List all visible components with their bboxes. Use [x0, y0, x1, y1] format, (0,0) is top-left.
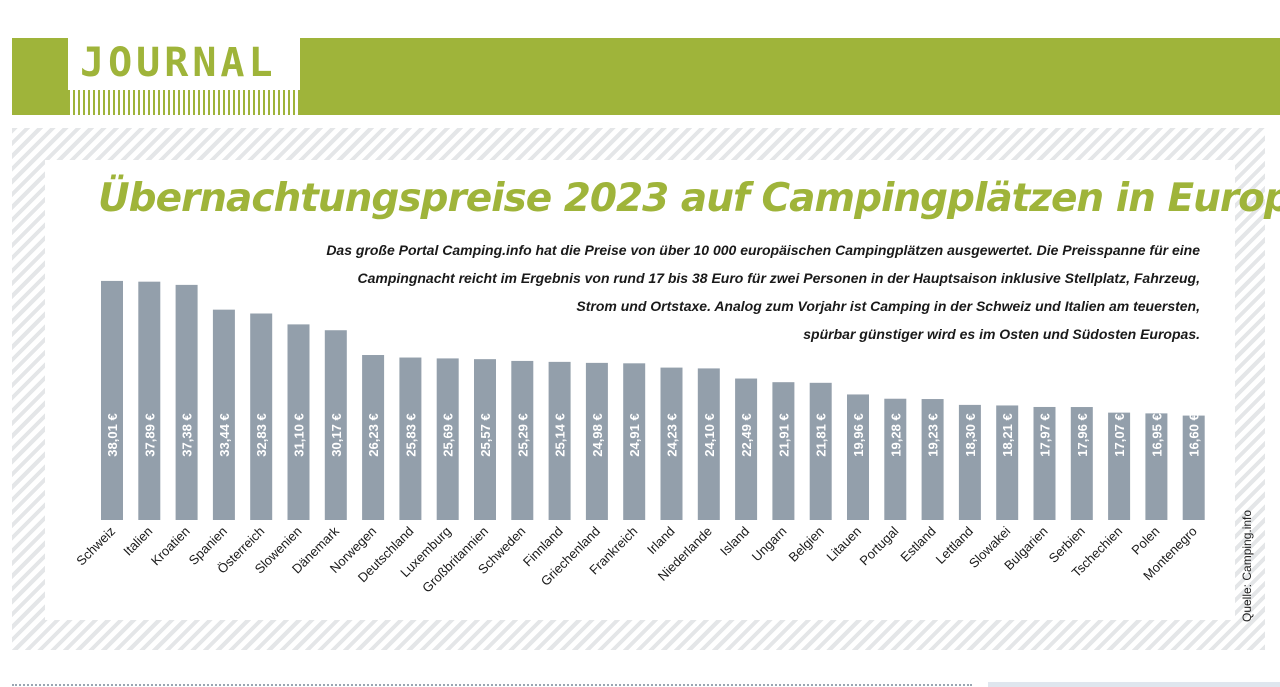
- bar: [101, 280, 123, 520]
- data-label: 19,96 €: [851, 413, 866, 456]
- bar: [212, 309, 235, 520]
- bar: [697, 368, 720, 520]
- data-label: 18,30 €: [963, 413, 978, 456]
- divider: [12, 684, 972, 686]
- category-label: Portugal: [857, 523, 902, 568]
- bar: [1182, 415, 1205, 520]
- bar: [847, 394, 869, 520]
- bar: [772, 382, 795, 520]
- category-label: Großbritannien: [419, 524, 491, 596]
- data-label: 25,14 €: [553, 413, 568, 456]
- category-label: Italien: [120, 524, 155, 559]
- bar: [996, 405, 1019, 520]
- bar: [660, 367, 683, 520]
- logo-stripes: [68, 90, 300, 115]
- bar: [138, 281, 161, 520]
- bar: [809, 382, 832, 520]
- bar: [1070, 407, 1093, 520]
- data-label: 18,21 €: [1000, 413, 1015, 456]
- data-label: 25,83 €: [403, 413, 418, 456]
- bar: [548, 361, 571, 520]
- data-label: 17,96 €: [1075, 413, 1090, 456]
- data-label: 21,91 €: [776, 413, 791, 456]
- data-label: 32,83 €: [254, 413, 269, 456]
- category-label: Ungarn: [749, 524, 790, 565]
- category-label: Schweiz: [73, 524, 118, 569]
- description-line: Strom und Ortstaxe. Analog zum Vorjahr i…: [576, 298, 1200, 314]
- data-label: 33,44 €: [217, 413, 232, 456]
- data-label: 16,95 €: [1149, 413, 1164, 456]
- bar: [1033, 406, 1056, 520]
- footer-box: [988, 682, 1280, 687]
- bar: [399, 357, 422, 520]
- bar: [324, 330, 347, 520]
- data-label: 19,23 €: [926, 413, 941, 456]
- bar: [175, 284, 198, 520]
- category-label: Island: [717, 524, 752, 559]
- data-label: 24,23 €: [665, 413, 680, 456]
- category-label: Estland: [897, 524, 938, 565]
- bar: [958, 404, 981, 520]
- description-line: Campingnacht reicht im Ergebnis von rund…: [357, 270, 1200, 286]
- source-note: Quelle: Camping.info: [1240, 509, 1254, 622]
- journal-logo: JOURNAL: [68, 38, 300, 115]
- data-label: 25,69 €: [441, 413, 456, 456]
- bar: [362, 355, 385, 520]
- data-label: 24,98 €: [590, 413, 605, 456]
- data-label: 31,10 €: [292, 413, 307, 456]
- chart-description: Das große Portal Camping.info hat die Pr…: [200, 236, 1200, 348]
- data-label: 37,38 €: [180, 413, 195, 456]
- data-label: 22,49 €: [739, 413, 754, 456]
- description-line: Das große Portal Camping.info hat die Pr…: [326, 242, 1200, 258]
- category-label: Belgien: [786, 524, 827, 565]
- data-label: 38,01 €: [105, 413, 120, 456]
- bar: [474, 359, 496, 520]
- bar: [585, 362, 608, 520]
- data-label: 17,07 €: [1112, 413, 1127, 456]
- data-label: 21,81 €: [814, 413, 829, 456]
- bar: [1108, 412, 1131, 520]
- chart-title: Übernachtungspreise 2023 auf Campingplät…: [98, 176, 1280, 221]
- category-label: Kroatien: [148, 524, 193, 569]
- data-label: 24,10 €: [702, 413, 717, 456]
- data-label: 30,17 €: [329, 413, 344, 456]
- data-label: 25,57 €: [478, 413, 493, 456]
- data-label: 25,29 €: [515, 413, 530, 456]
- bar: [436, 358, 459, 520]
- data-label: 24,91 €: [627, 413, 642, 456]
- bar: [884, 398, 907, 520]
- description-line: spürbar günstiger wird es im Osten und S…: [803, 326, 1200, 342]
- data-label: 16,60 €: [1187, 413, 1202, 456]
- bar: [921, 399, 944, 520]
- section-title: JOURNAL: [80, 40, 277, 86]
- data-label: 17,97 €: [1038, 413, 1053, 456]
- bar: [623, 363, 646, 520]
- bar: [287, 324, 310, 520]
- category-label: Polen: [1128, 524, 1162, 558]
- data-label: 37,89 €: [142, 413, 157, 456]
- bar: [735, 378, 758, 520]
- bar: [511, 360, 534, 520]
- bar: [1145, 413, 1168, 520]
- bar: [250, 313, 273, 520]
- data-label: 26,23 €: [366, 413, 381, 456]
- category-label: Irland: [644, 524, 678, 558]
- data-label: 19,28 €: [888, 413, 903, 456]
